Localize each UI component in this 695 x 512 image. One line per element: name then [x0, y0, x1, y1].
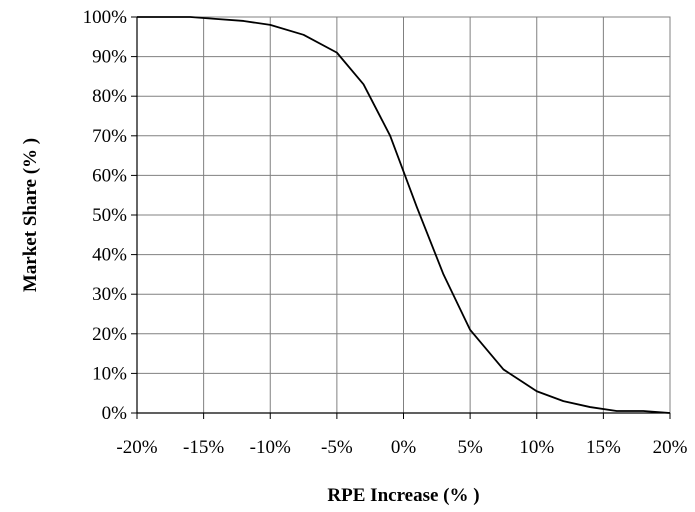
y-tick-label: 90% [92, 47, 127, 68]
x-tick-labels: -20% -15% -10% -5% 0% 5% 10% 15% 20% [116, 437, 687, 458]
y-tick-label: 10% [92, 363, 127, 384]
y-tick-label: 70% [92, 126, 127, 147]
x-tick-label: 10% [519, 437, 554, 458]
x-tick-label: -10% [250, 437, 291, 458]
series-layer [137, 16, 671, 414]
series-line [137, 16, 671, 414]
x-tick-label: 5% [457, 437, 483, 458]
y-tick-label: 60% [92, 165, 127, 186]
x-tick-label: 20% [653, 437, 688, 458]
axes [131, 16, 671, 419]
y-tick-label: 0% [102, 403, 128, 424]
y-tick-label: 100% [83, 7, 128, 28]
y-tick-labels: 0% 10% 20% 30% 40% 50% 60% 70% 80% 90% 100% [83, 7, 128, 424]
x-tick-label: -5% [321, 437, 353, 458]
y-tick-label: 20% [92, 324, 127, 345]
x-tick-label: 0% [391, 437, 417, 458]
y-tick-label: 50% [92, 205, 127, 226]
y-tick-label: 30% [92, 284, 127, 305]
x-tick-label: -20% [116, 437, 157, 458]
y-tick-label: 40% [92, 245, 127, 266]
y-axis-title: Market Share (% ) [20, 138, 41, 292]
gridlines [137, 17, 670, 413]
x-tick-label: 15% [586, 437, 621, 458]
x-axis-title: RPE Increase (% ) [327, 485, 479, 506]
y-tick-label: 80% [92, 86, 127, 107]
x-tick-label: -15% [183, 437, 224, 458]
